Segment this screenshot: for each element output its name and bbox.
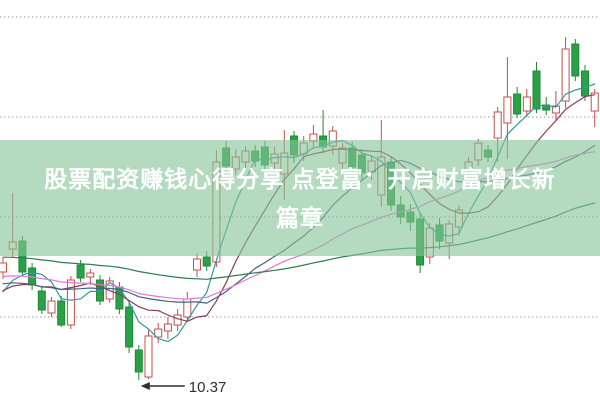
candle-up [522, 89, 531, 117]
candle-body [513, 93, 522, 115]
candle-up [144, 330, 153, 379]
candle-up [590, 89, 599, 127]
candle-body [532, 70, 541, 110]
candle-body [503, 96, 512, 124]
candle-down [571, 39, 580, 81]
candle-body [522, 96, 531, 112]
headline-banner: 股票配资赚钱心得分享 点登富：开启财富增长新 篇章 [0, 140, 600, 256]
candle-up [561, 37, 570, 108]
candle-body [125, 306, 134, 348]
annotation-arrowhead-icon [140, 382, 150, 390]
candle-body [590, 92, 599, 112]
candle-up [551, 91, 560, 120]
candle-body [493, 111, 502, 139]
candle-down [532, 62, 541, 113]
candle-up [193, 253, 201, 277]
candle-body [193, 258, 201, 271]
candle-body [202, 256, 211, 267]
candle-body [561, 48, 570, 102]
candle-up [47, 297, 56, 317]
candle-body [134, 349, 143, 373]
candle-body [154, 328, 163, 338]
candle-body [581, 70, 589, 97]
candle-body [47, 300, 56, 314]
low-price-annotation: 10.37 [140, 379, 227, 396]
candle-down [37, 286, 46, 314]
candle-body [76, 264, 85, 279]
candle-down [134, 345, 143, 380]
headline-line-1: 股票配资赚钱心得分享 点登富：开启财富增长新 [44, 166, 556, 192]
low-price-label: 10.37 [189, 379, 227, 396]
candle-body [144, 335, 153, 378]
candle-body [66, 279, 75, 326]
candle-down [125, 302, 134, 353]
headline-line-2: 篇章 [276, 205, 324, 231]
candle-body [163, 323, 172, 332]
candle-up [0, 257, 7, 279]
candle-up [66, 276, 75, 329]
candle-body [37, 290, 46, 311]
candle-down [513, 87, 522, 118]
candle-body [57, 300, 66, 326]
candle-body [173, 314, 182, 326]
candle-body [551, 105, 560, 114]
candle-up [154, 323, 163, 343]
candle-down [57, 296, 66, 327]
candle-body [96, 279, 104, 302]
candle-up [163, 317, 172, 339]
candle-body [86, 272, 95, 278]
candle-body [0, 262, 7, 273]
candle-down [96, 275, 104, 305]
candle-body [571, 43, 580, 77]
